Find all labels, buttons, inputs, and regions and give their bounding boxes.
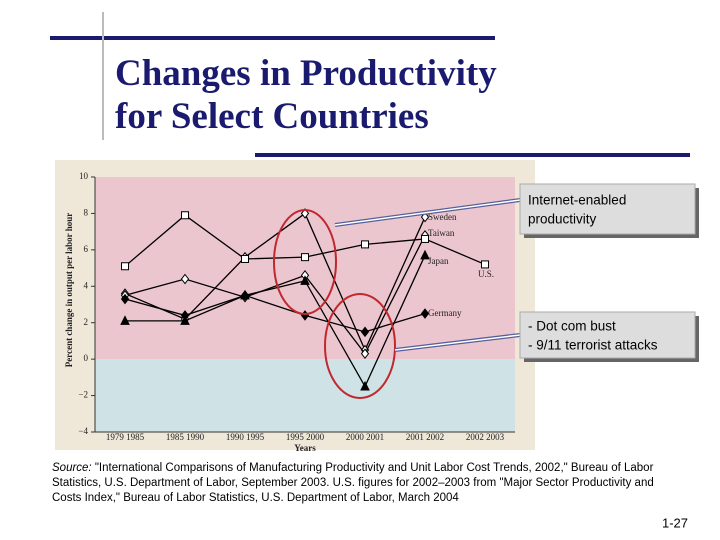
callout-box	[519, 183, 696, 235]
series-line	[124, 234, 426, 355]
highlight	[324, 293, 396, 399]
callout-line	[334, 199, 521, 226]
y-tick-label: 2	[84, 317, 89, 327]
point	[481, 260, 489, 269]
series-line	[124, 294, 426, 333]
y-tick-label: 10	[79, 171, 89, 181]
annotation: - Dot com bust	[528, 319, 616, 334]
page-number: 1-27	[662, 515, 688, 530]
source: Source: "International Comparisons of Ma…	[52, 462, 654, 474]
y-tick-label: 4	[84, 280, 89, 290]
y-tick-label: 8	[84, 207, 89, 217]
point	[360, 348, 370, 359]
point	[421, 234, 429, 243]
y-tick-label: −4	[78, 426, 88, 436]
y-tick-label: 0	[84, 353, 89, 363]
y-tick-label: 6	[84, 244, 89, 254]
title: Changes in Productivity	[115, 53, 497, 94]
series-line	[125, 255, 426, 388]
point	[120, 293, 130, 305]
x-tick-label: 1995 2000	[286, 432, 325, 442]
source-text: Costs Index," Bureau of Labor Statistics…	[52, 492, 459, 504]
point	[360, 380, 370, 391]
point	[240, 290, 250, 301]
x-tick-label: 2001 2002	[406, 432, 444, 442]
point	[420, 249, 430, 260]
highlight	[273, 209, 337, 315]
series-label: Japan	[428, 256, 449, 266]
x-axis-label: Years	[294, 443, 316, 453]
annotation: - 9/11 terrorist attacks	[528, 338, 658, 353]
x-tick-label: 2000 2001	[346, 432, 384, 442]
point	[241, 254, 249, 263]
callout-box	[519, 311, 696, 359]
y-tick-label: −2	[78, 390, 88, 400]
point	[301, 253, 309, 262]
point	[420, 308, 430, 319]
annotation: Internet-enabled	[528, 193, 626, 208]
title: for Select Countries	[115, 96, 429, 137]
positive-band	[95, 177, 515, 360]
point	[180, 310, 190, 321]
plot: −4 −2 0 2 4 6 8 10 1979 1985 1985 1990 1990 1995 19…	[78, 171, 515, 442]
source-label: Source:	[52, 462, 92, 474]
point	[420, 211, 430, 223]
source-text: Statistics, U.S. Department of Labor, Se…	[52, 477, 654, 489]
x-tick-label: 1990 1995	[226, 432, 265, 442]
point	[120, 315, 130, 325]
source-text: "International Comparisons of Manufactur…	[92, 462, 654, 474]
point	[361, 240, 369, 249]
x-tick-label: 2002 2003	[466, 432, 505, 442]
series-line	[124, 212, 426, 352]
point	[121, 262, 129, 271]
negative-band	[95, 359, 515, 432]
point	[180, 273, 190, 285]
x-tick-label: 1985 1990	[166, 432, 205, 442]
series-label: U.S.	[478, 269, 494, 279]
point	[360, 326, 370, 338]
point	[181, 211, 189, 220]
point	[300, 208, 310, 219]
callout-line	[394, 334, 521, 351]
point	[300, 275, 310, 285]
annotation: productivity	[528, 212, 597, 227]
y-axis-label: Percent change in output per labor hour	[64, 213, 74, 368]
series-label: Germany	[428, 308, 462, 318]
series-label: Sweden	[428, 212, 457, 222]
series-label: Taiwan	[428, 228, 455, 238]
x-tick-label: 1979 1985	[106, 432, 145, 442]
